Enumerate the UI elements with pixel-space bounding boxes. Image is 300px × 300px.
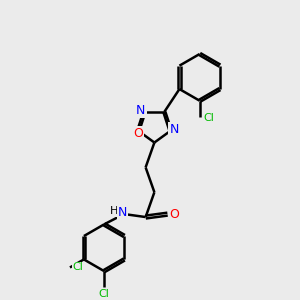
Text: Cl: Cl [73, 262, 84, 272]
Text: O: O [169, 208, 179, 220]
Text: O: O [133, 127, 143, 140]
Text: H: H [110, 206, 118, 216]
Text: N: N [169, 123, 179, 136]
Text: Cl: Cl [203, 113, 214, 123]
Text: N: N [118, 206, 127, 220]
Text: N: N [136, 104, 146, 117]
Text: Cl: Cl [99, 289, 110, 298]
